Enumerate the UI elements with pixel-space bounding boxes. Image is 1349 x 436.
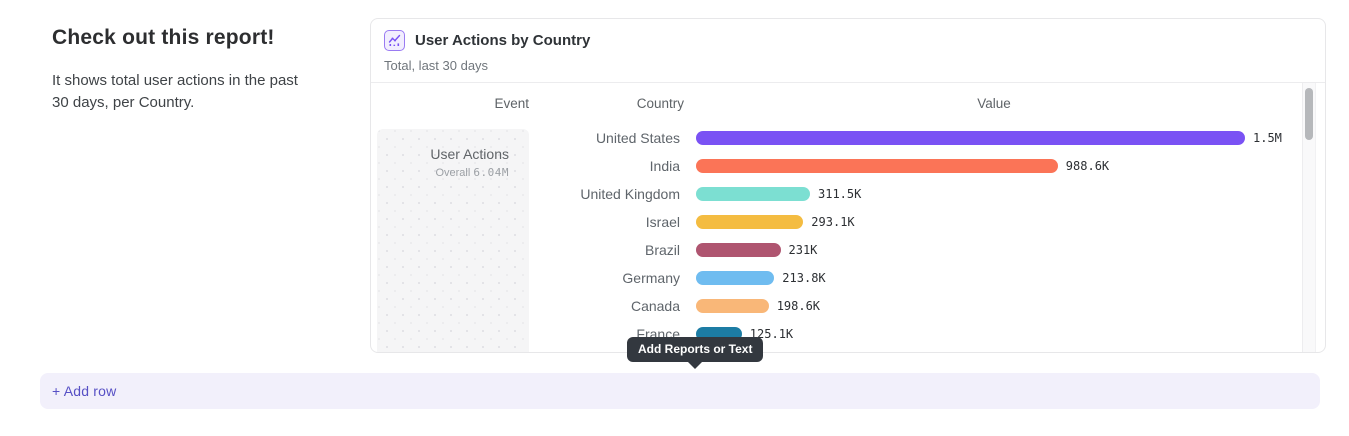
value-label: 988.6K [1065, 159, 1110, 173]
line-chart-icon [384, 30, 405, 51]
event-name: User Actions [430, 146, 509, 162]
value-label: 293.1K [811, 215, 855, 229]
report-card[interactable]: User Actions by Country Total, last 30 d… [370, 18, 1326, 353]
value-bar[interactable] [696, 299, 769, 313]
country-label: India [649, 158, 680, 174]
table-row: Israel 293.1K [529, 208, 1325, 236]
value-label: 1.5M [1253, 131, 1282, 145]
chart-rows: United States 1.5M India 988.6K United Kingd… [529, 123, 1325, 352]
table-row: United Kingdom 311.5K [529, 180, 1325, 208]
scrollbar-track[interactable] [1302, 83, 1316, 352]
table-row: Canada 198.6K [529, 292, 1325, 320]
report-subtitle: Total, last 30 days [384, 58, 489, 73]
value-bar[interactable] [696, 131, 1245, 145]
table-row: India 988.6K [529, 152, 1325, 180]
country-label: Germany [622, 270, 680, 286]
report-title: User Actions by Country [415, 32, 591, 49]
report-card-header: User Actions by Country Total, last 30 d… [371, 19, 1325, 82]
table-row: Germany 213.8K [529, 264, 1325, 292]
add-reports-tooltip: Add Reports or Text [627, 337, 764, 362]
intro-title: Check out this report! [52, 26, 275, 49]
add-row-button[interactable]: + Add row [40, 373, 1320, 409]
column-header-value: Value [977, 95, 1011, 111]
report-table: Event Country Value User Actions Overall… [371, 83, 1325, 352]
country-label: United Kingdom [580, 186, 680, 202]
add-row-label: + Add row [52, 383, 117, 399]
event-overall-value: 6.04M [473, 166, 509, 179]
event-cell[interactable]: User Actions Overall 6.04M [377, 129, 529, 352]
value-label: 231K [788, 243, 818, 257]
card-divider [371, 82, 1325, 83]
tooltip-label: Add Reports or Text [638, 342, 753, 356]
country-label: Brazil [644, 242, 680, 258]
value-label: 198.6K [776, 299, 821, 313]
value-label: 213.8K [782, 271, 826, 285]
value-bar[interactable] [696, 159, 1058, 173]
table-row: Brazil 231K [529, 236, 1325, 264]
text-widget[interactable]: Check out this report! It shows total us… [52, 26, 302, 114]
column-header-event: Event [494, 95, 529, 111]
table-row: United States 1.5M [529, 124, 1325, 152]
country-label: Canada [630, 298, 680, 314]
column-header-country: Country [636, 95, 684, 111]
value-bar[interactable] [696, 215, 804, 229]
value-bar[interactable] [696, 187, 810, 201]
table-header-row: Event Country Value [371, 83, 1325, 123]
event-overall: Overall 6.04M [435, 166, 509, 179]
value-label: 311.5K [818, 187, 862, 201]
country-label: Israel [645, 214, 680, 230]
value-bar[interactable] [696, 243, 781, 257]
intro-description: It shows total user actions in the past … [52, 72, 298, 111]
country-label: United States [595, 130, 680, 146]
scrollbar-thumb[interactable] [1305, 88, 1313, 140]
value-bar[interactable] [696, 271, 775, 285]
